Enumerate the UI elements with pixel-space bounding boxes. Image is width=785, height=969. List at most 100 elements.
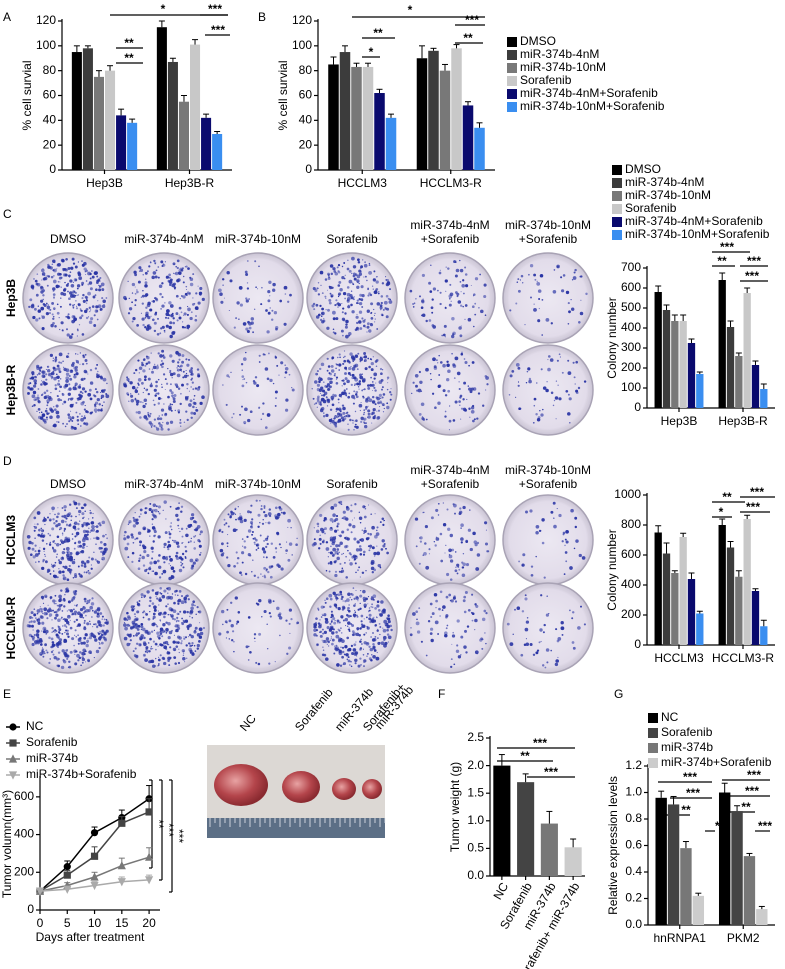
colony xyxy=(383,393,386,396)
colony xyxy=(45,630,49,634)
colony xyxy=(374,415,376,417)
colony xyxy=(536,282,540,286)
colony xyxy=(183,638,185,640)
colony xyxy=(135,648,137,650)
colony xyxy=(464,358,466,360)
colony xyxy=(68,398,70,400)
colony xyxy=(568,302,570,304)
colony xyxy=(160,654,162,656)
colony xyxy=(574,376,576,378)
colony xyxy=(90,412,93,415)
colony xyxy=(353,397,355,399)
colony xyxy=(335,418,336,419)
colony xyxy=(354,560,355,561)
colony xyxy=(363,409,365,411)
colony xyxy=(463,408,466,411)
colony xyxy=(382,627,383,628)
colony xyxy=(351,273,352,274)
bar xyxy=(541,824,558,876)
data-point xyxy=(91,853,98,860)
colony xyxy=(343,262,345,264)
colony xyxy=(181,311,183,313)
colony xyxy=(289,633,290,634)
colony xyxy=(72,561,76,565)
colony xyxy=(97,632,99,634)
colony xyxy=(320,378,323,381)
colony xyxy=(484,632,485,633)
colony xyxy=(373,387,375,389)
colony xyxy=(142,324,144,326)
colony xyxy=(263,353,265,355)
colony xyxy=(95,609,97,611)
colony xyxy=(56,554,58,556)
colony xyxy=(59,561,62,564)
colony xyxy=(254,542,256,544)
colony xyxy=(42,413,46,417)
colony xyxy=(389,300,393,304)
colony xyxy=(267,378,270,381)
colony xyxy=(74,611,77,614)
colony xyxy=(54,543,56,545)
colony xyxy=(451,658,453,660)
colony xyxy=(164,330,165,331)
culture-plate xyxy=(307,345,397,435)
colony xyxy=(372,546,375,549)
colony xyxy=(134,613,136,615)
colony xyxy=(63,505,66,508)
colony xyxy=(379,394,382,397)
colony xyxy=(166,556,168,558)
colony xyxy=(473,326,475,328)
colony xyxy=(177,641,180,644)
colony xyxy=(540,274,544,278)
colony xyxy=(71,614,72,615)
colony xyxy=(145,389,148,392)
colony xyxy=(151,557,153,559)
colony xyxy=(150,648,152,650)
colony xyxy=(361,625,364,628)
colony xyxy=(318,625,322,629)
x-tick-label: Hep3B-R xyxy=(165,176,215,190)
colony xyxy=(275,661,276,662)
colony xyxy=(269,508,271,510)
colony xyxy=(178,502,180,504)
colony xyxy=(364,506,366,508)
colony xyxy=(163,263,164,264)
colony xyxy=(161,386,163,388)
colony xyxy=(420,541,422,543)
colony xyxy=(347,260,348,261)
legend-swatch xyxy=(648,758,658,768)
colony xyxy=(266,623,268,625)
colony xyxy=(518,381,519,382)
colony xyxy=(563,532,566,535)
colony xyxy=(431,306,434,309)
colony xyxy=(354,610,355,611)
colony xyxy=(132,552,135,555)
colony xyxy=(373,309,374,310)
colony xyxy=(371,412,374,415)
colony xyxy=(229,279,232,282)
colony xyxy=(70,515,72,517)
colony xyxy=(453,364,457,368)
colony xyxy=(84,390,86,392)
colony xyxy=(327,644,328,645)
colony xyxy=(368,271,372,275)
colony xyxy=(324,385,327,388)
colony xyxy=(86,280,88,282)
colony xyxy=(50,354,53,357)
colony xyxy=(168,644,169,645)
colony xyxy=(51,632,52,633)
colony xyxy=(266,330,269,333)
y-tick-label: 100 xyxy=(36,38,56,52)
colony xyxy=(462,279,464,281)
colony xyxy=(383,644,387,648)
colony xyxy=(40,383,43,386)
colony xyxy=(343,600,344,601)
colony xyxy=(90,398,92,400)
colony xyxy=(141,297,142,298)
colony xyxy=(553,290,557,294)
column-header: Sorafenib xyxy=(326,477,378,491)
colony xyxy=(546,381,547,382)
colony xyxy=(376,396,378,398)
significance-label: *** xyxy=(465,13,479,27)
y-tick-label: 0 xyxy=(634,400,641,414)
